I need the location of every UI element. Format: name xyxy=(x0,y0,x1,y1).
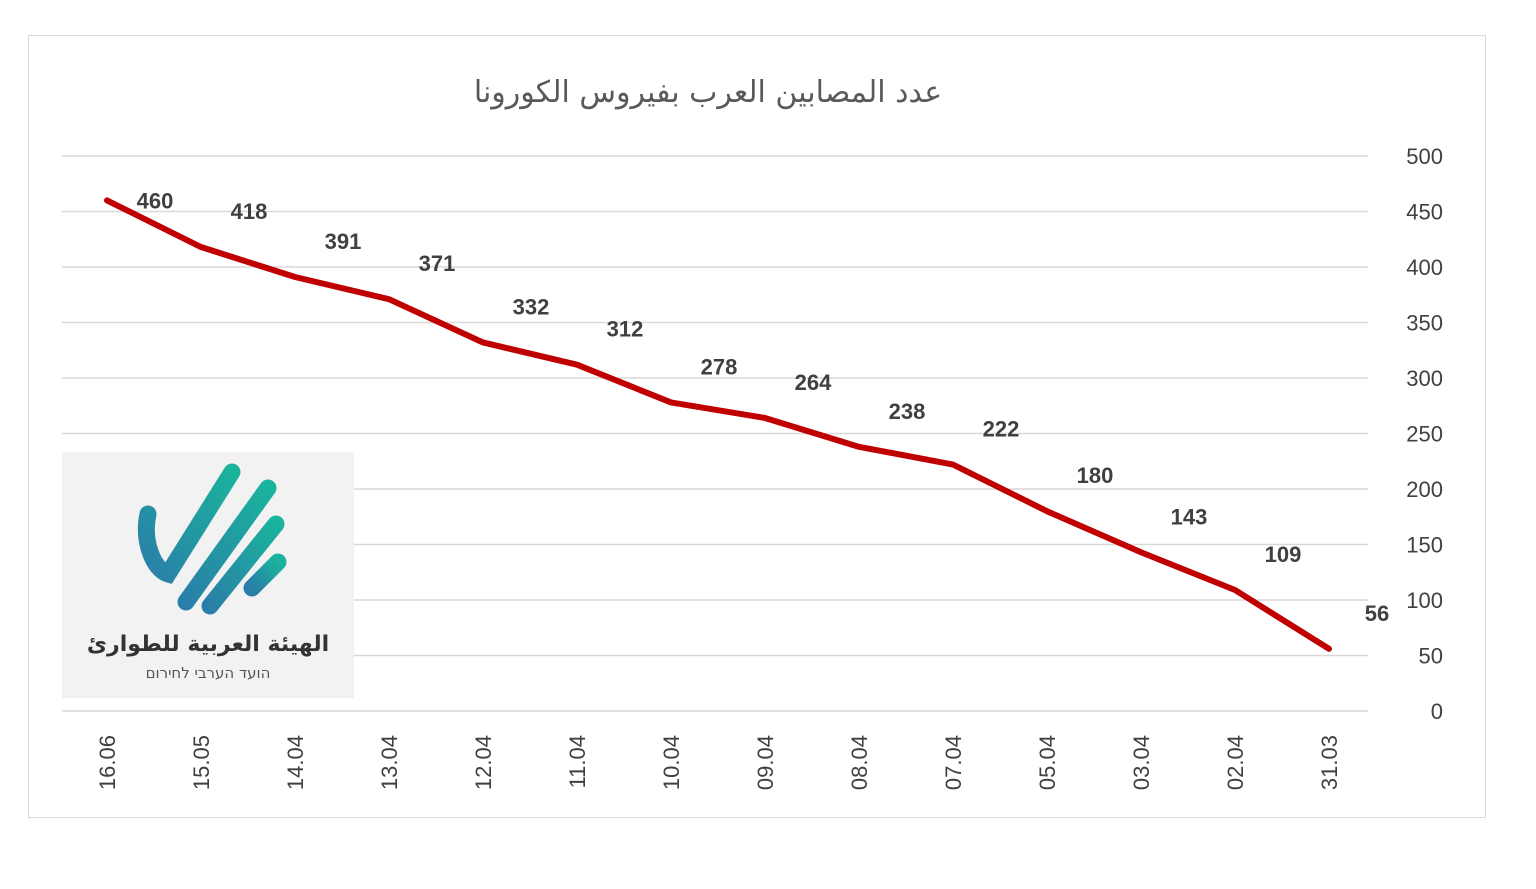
data-label: 312 xyxy=(607,317,644,342)
x-tick-label: 10.04 xyxy=(659,735,684,790)
check-stripes-icon xyxy=(137,463,287,615)
data-label: 391 xyxy=(325,229,362,254)
data-label: 264 xyxy=(795,370,832,395)
chart-title: عدد المصابين العرب بفيروس الكورونا xyxy=(473,75,943,110)
y-axis-ticks: 0 50 100 150 200 250 300 350 400 450 500 xyxy=(1406,144,1443,724)
data-label: 278 xyxy=(701,354,738,379)
y-tick-label: 0 xyxy=(1431,699,1443,724)
y-tick-label: 400 xyxy=(1406,255,1443,280)
y-tick-label: 250 xyxy=(1406,422,1443,447)
x-tick-label: 11.04 xyxy=(565,735,590,788)
y-tick-label: 300 xyxy=(1406,366,1443,391)
y-tick-label: 500 xyxy=(1406,144,1443,169)
x-tick-label: 03.04 xyxy=(1129,735,1154,790)
data-label: 222 xyxy=(983,417,1020,442)
data-label: 460 xyxy=(137,188,174,213)
data-labels: 460 418 391 371 332 312 278 264 238 222 180 143 109 5… xyxy=(137,188,1390,625)
data-label: 180 xyxy=(1077,463,1114,488)
logo: الهيئة العربية للطوارئ הועד הערבי לחירום xyxy=(62,452,354,698)
data-label: 56 xyxy=(1365,601,1389,626)
x-axis-ticks: 16.06 15.05 14.04 13.04 12.04 11.04 10.04 09.04… xyxy=(95,735,1342,790)
x-tick-label: 08.04 xyxy=(847,735,872,790)
data-label: 143 xyxy=(1171,504,1208,529)
x-tick-label: 07.04 xyxy=(941,735,966,790)
y-tick-label: 150 xyxy=(1406,533,1443,558)
y-tick-label: 450 xyxy=(1406,200,1443,225)
x-tick-label: 15.05 xyxy=(189,735,214,790)
gridlines xyxy=(62,155,1368,712)
series-line xyxy=(104,197,1332,652)
x-tick-label: 13.04 xyxy=(377,735,402,790)
x-tick-label: 31.03 xyxy=(1317,735,1342,790)
data-label: 418 xyxy=(231,199,268,224)
series-layer xyxy=(104,197,1332,652)
y-tick-label: 350 xyxy=(1406,311,1443,336)
data-label: 371 xyxy=(419,251,456,276)
x-tick-label: 05.04 xyxy=(1035,735,1060,790)
y-tick-label: 200 xyxy=(1406,477,1443,502)
data-label: 238 xyxy=(889,399,926,424)
logo-name: الهيئة العربية للطوارئ xyxy=(86,632,330,657)
data-label: 109 xyxy=(1265,542,1302,567)
data-label: 332 xyxy=(513,294,550,319)
y-tick-label: 50 xyxy=(1419,644,1443,669)
x-tick-label: 16.06 xyxy=(95,735,120,790)
x-tick-label: 09.04 xyxy=(753,735,778,790)
x-tick-label: 02.04 xyxy=(1223,735,1248,790)
logo-subtitle: הועד הערבי לחירום xyxy=(145,664,271,682)
y-tick-label: 100 xyxy=(1406,588,1443,613)
x-tick-label: 12.04 xyxy=(471,735,496,790)
x-tick-label: 14.04 xyxy=(283,735,308,790)
